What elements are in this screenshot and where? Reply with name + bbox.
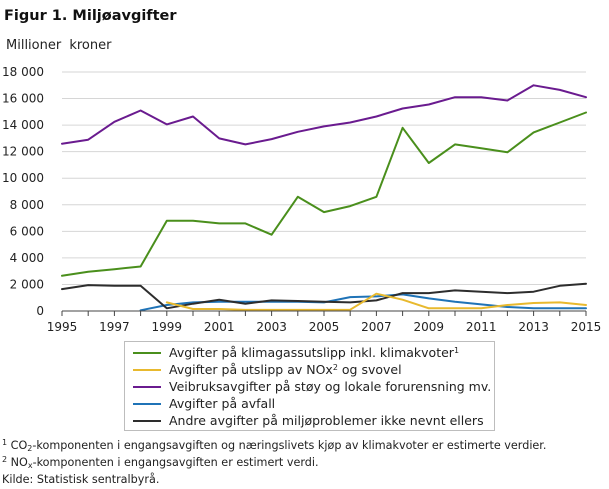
legend-swatch-andre	[133, 419, 161, 422]
legend-item-avfall: Avgifter på avfall	[133, 395, 494, 412]
x-tick-label: 2005	[309, 320, 340, 334]
legend-swatch-avfall	[133, 402, 161, 405]
y-tick-label: 18 000	[2, 65, 44, 79]
series-lines	[61, 84, 587, 312]
legend-swatch-veibruk	[133, 385, 161, 388]
x-tick-label: 2015	[571, 320, 602, 334]
legend-label-klimagass: Avgifter på klimagassutslipp inkl. klima…	[169, 345, 460, 360]
x-tick-label: 1999	[152, 320, 183, 334]
y-tick-label: 12 000	[2, 145, 44, 159]
x-axis-ticks: 1995 1997 1999 2001 2003 2005 2007 2009 2011 2013…	[47, 311, 602, 334]
y-tick-label: 4 000	[10, 251, 44, 265]
x-tick-label: 1995	[47, 320, 78, 334]
legend-item-nox-svovel: Avgifter på utslipp av NOx2 og svovel	[133, 361, 494, 378]
y-tick-label: 10 000	[2, 171, 44, 185]
series-line-3	[139, 293, 587, 312]
figure-title: Figur 1. Miljøavgifter	[4, 8, 177, 24]
x-tick-label: 2009	[414, 320, 445, 334]
y-tick-label: 8 000	[10, 198, 44, 212]
legend-swatch-klimagass	[133, 351, 161, 354]
x-tick-label: 2007	[361, 320, 392, 334]
footnotes: 1 CO2-komponenten i engangsavgiften og n…	[2, 437, 546, 488]
y-axis-unit-label: Millioner kroner	[6, 38, 112, 53]
y-tick-label: 14 000	[2, 118, 44, 132]
x-tick-label: 2003	[256, 320, 287, 334]
legend-label-veibruk: Veibruksavgifter på støy og lokale forur…	[169, 379, 492, 394]
y-tick-label: 2 000	[10, 277, 44, 291]
legend-item-klimagass: Avgifter på klimagassutslipp inkl. klima…	[133, 344, 494, 361]
legend-label-andre: Andre avgifter på miljøproblemer ikke ne…	[169, 413, 484, 428]
y-tick-label: 16 000	[2, 92, 44, 106]
y-tick-label: 0	[36, 304, 44, 318]
legend: Avgifter på klimagassutslipp inkl. klima…	[124, 341, 495, 431]
series-line-4	[61, 282, 587, 310]
line-chart: 0 2 000 4 000 6 000 8 000 10 000 12 000 14 000 1…	[2, 65, 602, 334]
legend-swatch-nox-svovel	[133, 368, 161, 371]
series-line-0	[61, 111, 587, 277]
footnote-1: 1 CO2-komponenten i engangsavgiften og n…	[2, 438, 547, 453]
x-tick-label: 1997	[99, 320, 130, 334]
footnote-2: 2 NOx-komponenten i engangsavgiften er e…	[2, 455, 319, 470]
gridlines	[62, 71, 586, 285]
legend-item-veibruk: Veibruksavgifter på støy og lokale forur…	[133, 378, 494, 395]
series-line-1	[165, 292, 587, 311]
source-note: Kilde: Statistisk sentralbyrå.	[2, 473, 160, 486]
legend-item-andre: Andre avgifter på miljøproblemer ikke ne…	[133, 412, 494, 429]
x-tick-label: 2011	[466, 320, 497, 334]
x-tick-label: 2001	[204, 320, 235, 334]
series-line-2	[61, 84, 587, 146]
legend-label-avfall: Avgifter på avfall	[169, 396, 276, 411]
legend-label-nox-svovel: Avgifter på utslipp av NOx2 og svovel	[169, 362, 402, 377]
y-axis-tick-labels: 0 2 000 4 000 6 000 8 000 10 000 12 000 14 000 1…	[2, 65, 44, 318]
x-tick-label: 2013	[518, 320, 549, 334]
y-tick-label: 6 000	[10, 224, 44, 238]
